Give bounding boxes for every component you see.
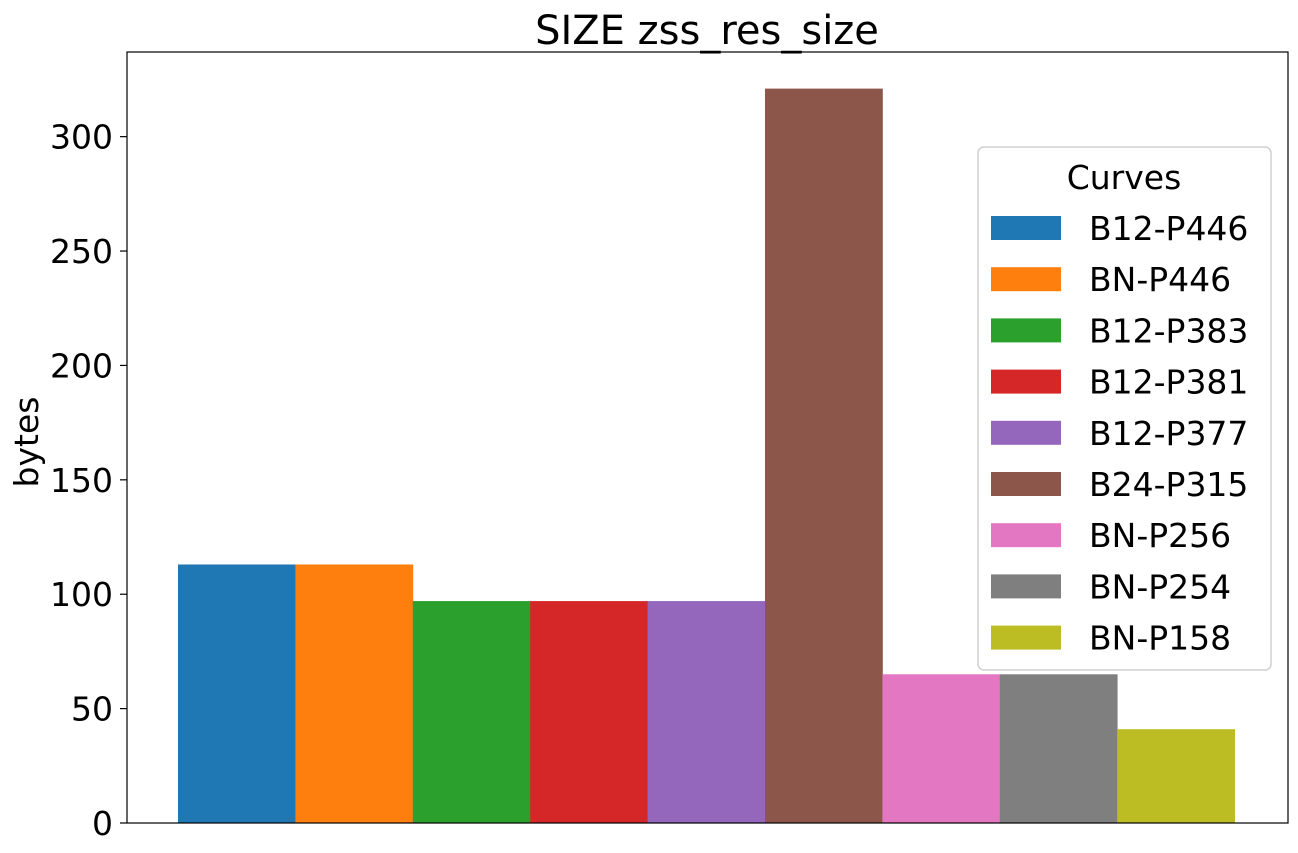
legend: Curves B12-P446BN-P446B12-P383B12-P381B1… xyxy=(977,146,1272,671)
legend-label-b24-p315: B24-P315 xyxy=(1089,465,1248,504)
legend-label-b12-p377: B12-P377 xyxy=(1089,414,1248,453)
legend-label-b12-p446: B12-P446 xyxy=(1089,209,1248,248)
y-tick-label: 100 xyxy=(50,575,113,614)
legend-swatch-bn-p254 xyxy=(991,574,1061,599)
legend-label-bn-p254: BN-P254 xyxy=(1089,567,1231,606)
legend-label-b12-p383: B12-P383 xyxy=(1089,311,1248,350)
legend-swatch-b12-p377 xyxy=(991,420,1061,445)
legend-label-b12-p381: B12-P381 xyxy=(1089,363,1248,402)
bar-b12-p377 xyxy=(647,601,766,823)
legend-title: Curves xyxy=(1067,158,1182,197)
bar-b12-p446 xyxy=(178,564,296,823)
legend-swatch-bn-p446 xyxy=(991,267,1061,292)
bar-bn-p446 xyxy=(295,564,414,823)
bar-bn-p254 xyxy=(999,674,1118,823)
legend-label-bn-p158: BN-P158 xyxy=(1089,619,1231,658)
legend-swatch-b24-p315 xyxy=(991,472,1061,496)
bar-b24-p315 xyxy=(765,88,883,823)
legend-label-bn-p256: BN-P256 xyxy=(1089,516,1231,555)
y-axis-label: bytes xyxy=(7,397,46,488)
legend-swatch-b12-p383 xyxy=(991,318,1061,343)
y-tick-label: 0 xyxy=(92,804,113,843)
legend-swatch-b12-p446 xyxy=(991,216,1061,240)
legend-swatch-b12-p381 xyxy=(991,369,1061,394)
chart-title: SIZE zss_res_size xyxy=(535,8,879,54)
y-tick-label: 150 xyxy=(50,461,113,500)
legend-items: B12-P446 BN-P446 B12-P383 B12-P381 B12-P377 B… xyxy=(991,209,1248,658)
y-tick-label: 50 xyxy=(71,690,113,729)
plot-frame xyxy=(126,51,1289,824)
bar-b12-p381 xyxy=(530,601,648,823)
bar-b12-p383 xyxy=(412,601,531,823)
y-tick-label: 250 xyxy=(50,232,113,271)
legend-swatch-bn-p256 xyxy=(991,523,1061,548)
y-tick-label: 300 xyxy=(50,118,113,157)
y-tick-label: 200 xyxy=(50,346,113,385)
legend-label-bn-p446: BN-P446 xyxy=(1089,260,1231,299)
bars-group xyxy=(178,88,1235,823)
y-ticks-group: 0 50 100 150 200 250 300 xyxy=(50,118,127,843)
bar-bn-p256 xyxy=(882,674,1001,823)
legend-swatch-bn-p158 xyxy=(991,625,1061,650)
bar-bn-p158 xyxy=(1117,729,1235,823)
